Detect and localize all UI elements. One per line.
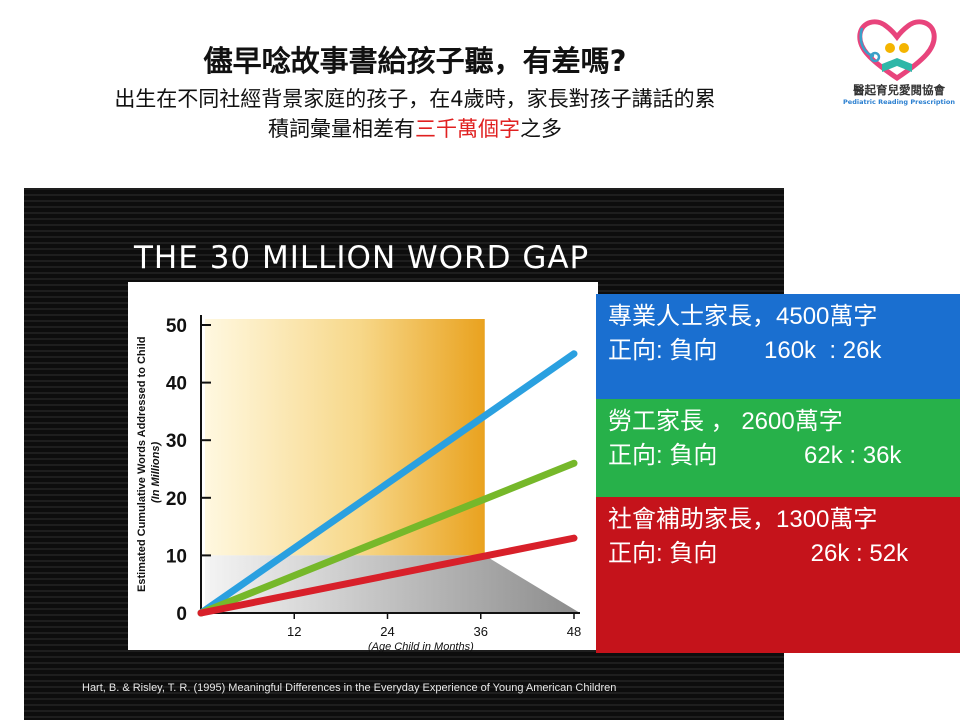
plot-area: 0 10 20 30 40 50 12 24 36 48 bbox=[166, 315, 581, 639]
y-tick-label: 10 bbox=[166, 546, 187, 567]
y-axis-label: Estimated Cumulative Words Addressed to … bbox=[136, 337, 148, 593]
info-box-professional: 專業人士家長，4500萬字 正向: 負向 160k : 26k bbox=[596, 294, 960, 399]
info-box-welfare: 社會補助家長，1300萬字 正向: 負向 26k : 52k bbox=[596, 497, 960, 653]
logo-english: Pediatric Reading Prescription bbox=[843, 98, 955, 106]
y-axis-sublabel: (In Millions) bbox=[150, 442, 162, 503]
info-box-ratio: 正向: 負向 160k : 26k bbox=[608, 337, 882, 364]
info-box-working-class: 勞工家長 ， 2600萬字 正向: 負向 62k : 36k bbox=[596, 399, 960, 497]
y-tick-label: 40 bbox=[166, 374, 187, 395]
x-tick-label: 12 bbox=[287, 624, 301, 639]
logo-name: 醫起育兒愛閱協會 bbox=[853, 83, 945, 97]
plot-background-gradient bbox=[205, 319, 485, 556]
x-tick-label: 24 bbox=[380, 624, 394, 639]
x-tick-label: 48 bbox=[567, 624, 581, 639]
x-tick-label: 36 bbox=[474, 624, 488, 639]
info-box-ratio: 正向: 負向 62k : 36k bbox=[608, 442, 902, 469]
chart-title: THE 30 MILLION WORD GAP bbox=[133, 240, 589, 276]
series-line-2 bbox=[197, 459, 578, 617]
series-line-3 bbox=[197, 534, 578, 617]
info-box-headline: 社會補助家長，1300萬字 bbox=[608, 506, 878, 533]
heart-stethoscope-book-icon bbox=[857, 19, 937, 82]
y-tick-label: 30 bbox=[166, 431, 187, 452]
info-box-headline: 專業人士家長，4500萬字 bbox=[608, 303, 878, 330]
subtitle-highlight: 三千萬個字 bbox=[415, 117, 520, 141]
info-box-ratio: 正向: 負向 26k : 52k bbox=[608, 540, 909, 567]
series-line-1 bbox=[197, 350, 578, 617]
y-tick-label: 50 bbox=[166, 316, 187, 337]
subtitle-line-1: 出生在不同社經背景家庭的孩子，在4歲時，家長對孩子講話的累 bbox=[114, 87, 716, 111]
subtitle-text: 積詞彙量相差有 bbox=[268, 117, 415, 141]
citation-text: Hart, B. & Risley, T. R. (1995) Meaningf… bbox=[82, 682, 616, 694]
subtitle-text-end: 之多 bbox=[520, 117, 562, 141]
page-title: 儘早唸故事書給孩子聽，有差嗎? bbox=[203, 44, 627, 78]
x-axis-label: (Age Child in Months) bbox=[368, 641, 474, 653]
plot-floor-shading bbox=[205, 555, 580, 613]
page-subtitle: 出生在不同社經背景家庭的孩子，在4歲時，家長對孩子講話的累 積詞彙量相差有三千萬… bbox=[10, 84, 820, 144]
subtitle-line-2: 積詞彙量相差有三千萬個字之多 bbox=[10, 114, 820, 144]
y-tick-label: 0 bbox=[176, 604, 187, 625]
y-tick-label: 20 bbox=[166, 489, 187, 510]
info-box-headline: 勞工家長 ， 2600萬字 bbox=[608, 408, 843, 435]
